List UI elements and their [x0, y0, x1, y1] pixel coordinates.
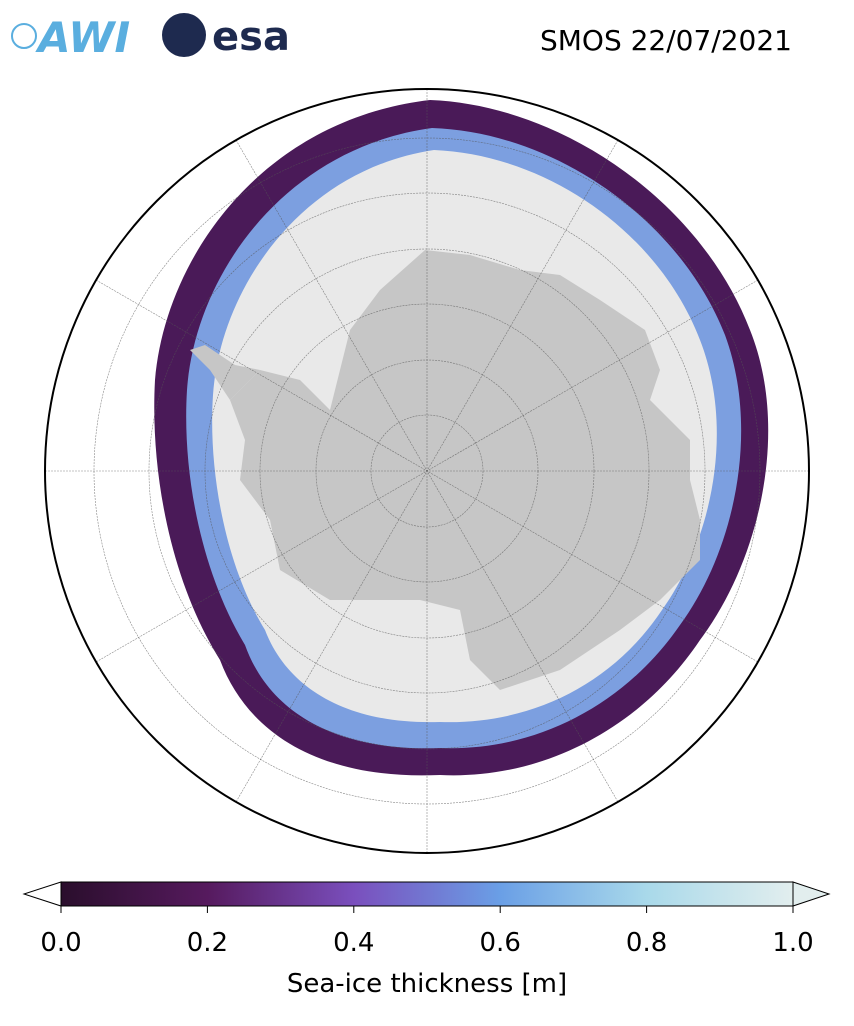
colorbar-gradient: [60, 881, 794, 907]
map: [45, 89, 809, 853]
esa-logo: esa: [212, 14, 290, 60]
tick-label: 0.2: [187, 928, 228, 958]
awi-globe: [11, 23, 37, 49]
tick-label: 0.6: [480, 928, 521, 958]
awi-logo: AWI: [35, 13, 130, 62]
title: SMOS 22/07/2021: [540, 24, 792, 57]
extend-low: [22, 881, 62, 907]
antarctica: [230, 250, 700, 690]
logos: AWI esa: [11, 13, 290, 62]
graticule: [45, 89, 809, 853]
tick-label: 0.4: [333, 928, 374, 958]
colorbar-label: Sea-ice thickness [m]: [287, 969, 567, 999]
tick-label: 1.0: [772, 928, 813, 958]
tick-label: 0.0: [40, 928, 81, 958]
colorbar: Sea-ice thickness [m] 0.0 0.2 0.4 0.6 0.8 1.0: [22, 881, 831, 999]
tick-label: 0.8: [626, 928, 667, 958]
peninsula: [190, 345, 260, 400]
map-frame: [44, 88, 810, 854]
esa-emblem: [162, 13, 206, 57]
extend-high: [792, 881, 831, 907]
